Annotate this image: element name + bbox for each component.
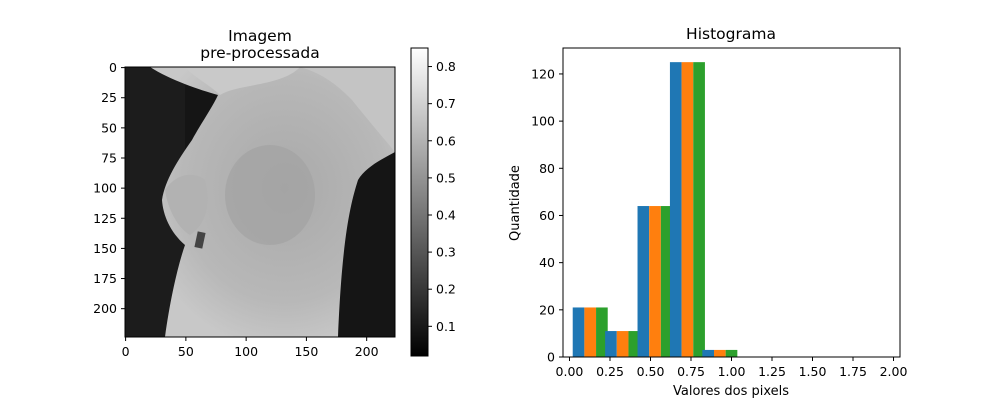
histogram-x-label: Valores dos pixels — [673, 384, 789, 399]
image-x-tick-label: 150 — [294, 344, 318, 359]
histogram-bar — [616, 331, 629, 357]
image-y-axis: 0 25 50 75 100 125 150 175 200 — [93, 60, 125, 316]
colorbar-gradient — [411, 48, 428, 356]
histogram-frame — [562, 47, 901, 358]
image-frame — [124, 66, 396, 338]
image-title-line1: Imagem — [228, 27, 292, 45]
histogram-x-tick-label: 2.00 — [880, 364, 908, 379]
histogram-bar — [584, 307, 597, 357]
histogram-bars — [572, 62, 738, 357]
image-y-tick-label: 200 — [93, 301, 117, 316]
image-y-tick-label: 75 — [101, 151, 117, 166]
histogram-y-tick-label: 40 — [539, 255, 555, 270]
histogram-y-tick-label: 80 — [539, 161, 555, 176]
histogram-bar — [693, 62, 705, 357]
colorbar-tick-label: 0.5 — [436, 170, 456, 185]
histogram-y-label: Quantidade — [508, 165, 523, 241]
histogram-y-tick-label: 100 — [531, 114, 555, 129]
histogram-x-tick-label: 0.50 — [637, 364, 665, 379]
histogram-x-tick-label: 1.75 — [839, 364, 867, 379]
histogram-y-tick-label: 20 — [539, 302, 555, 317]
histogram-bar — [660, 206, 673, 357]
image-panel: Imagem pre-processada 0 50 100 150 200 0 25 50… — [93, 27, 396, 359]
histogram-bar — [725, 349, 738, 357]
image-y-tick-label: 175 — [93, 271, 117, 286]
histogram-y-axis: 0 20 40 60 80 100 120 — [531, 66, 563, 365]
image-y-tick-label: 100 — [93, 181, 117, 196]
image-y-tick-label: 50 — [101, 120, 117, 135]
histogram-title: Histograma — [686, 25, 776, 43]
histogram-bar — [628, 331, 641, 357]
histogram-x-tick-label: 0.25 — [596, 364, 624, 379]
histogram-x-tick-label: 1.50 — [799, 364, 827, 379]
colorbar-tick-label: 0.1 — [436, 319, 456, 334]
image-y-tick-label: 125 — [93, 211, 117, 226]
histogram-x-axis: 0.00 0.25 0.50 0.75 1.00 1.25 1.50 1.75 2.00 — [556, 357, 908, 379]
colorbar: 0.1 0.2 0.3 0.4 0.5 0.6 0.7 0.8 — [410, 47, 456, 357]
colorbar-tick-label: 0.4 — [436, 207, 456, 222]
histogram-bar — [637, 206, 650, 357]
histogram-bar — [714, 349, 726, 357]
colorbar-tick-label: 0.2 — [436, 282, 456, 297]
image-y-tick-label: 150 — [93, 241, 117, 256]
image-title-line2: pre-processada — [200, 44, 319, 62]
histogram-bar — [605, 331, 617, 357]
thermal-image — [125, 67, 395, 337]
histogram-panel: Histograma 0.00 0.25 0.50 0.75 1.00 1.25 1.50 1… — [508, 25, 907, 399]
histogram-bar — [649, 206, 661, 357]
histogram-bar — [669, 62, 682, 357]
colorbar-tick-label: 0.6 — [436, 133, 456, 148]
colorbar-frame — [410, 47, 429, 357]
histogram-bar — [596, 307, 608, 357]
image-y-tick-label: 25 — [101, 90, 117, 105]
image-x-axis: 0 50 100 150 200 — [122, 337, 379, 359]
colorbar-tick-label: 0.3 — [436, 245, 456, 260]
colorbar-axis: 0.1 0.2 0.3 0.4 0.5 0.6 0.7 0.8 — [428, 59, 456, 334]
histogram-x-tick-label: 1.25 — [758, 364, 786, 379]
histogram-x-tick-label: 0.00 — [556, 364, 584, 379]
image-x-tick-label: 200 — [355, 344, 379, 359]
colorbar-tick-label: 0.8 — [436, 59, 456, 74]
histogram-x-tick-label: 1.00 — [718, 364, 746, 379]
histogram-y-tick-label: 120 — [531, 66, 555, 81]
image-x-tick-label: 100 — [234, 344, 258, 359]
histogram-x-tick-label: 0.75 — [677, 364, 705, 379]
histogram-bar — [702, 349, 715, 357]
colorbar-tick-label: 0.7 — [436, 96, 456, 111]
histogram-bar — [572, 307, 585, 357]
histogram-y-tick-label: 0 — [547, 350, 555, 365]
image-x-tick-label: 50 — [178, 344, 194, 359]
histogram-y-tick-label: 60 — [539, 208, 555, 223]
histogram-bar — [681, 62, 694, 357]
image-x-tick-label: 0 — [122, 344, 130, 359]
image-y-tick-label: 0 — [109, 60, 117, 75]
